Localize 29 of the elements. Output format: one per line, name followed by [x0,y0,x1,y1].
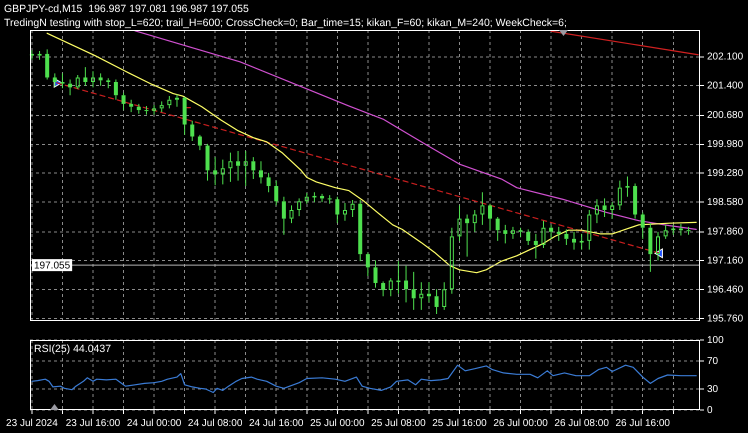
y-tick-label: 197.860 [707,226,744,238]
y-tick-label: 197.160 [707,255,744,266]
chart-title: GBPJPY-cd,M15 196.987 197.081 196.987 197.055 [4,3,249,15]
x-tick-label: 24 Jul 00:00 [126,418,182,429]
x-tick-label: 24 Jul 08:00 [188,418,243,429]
y-tick-label: 198.580 [707,196,744,208]
x-tick-label: 24 Jul 16:00 [248,418,304,429]
y-tick-label: 199.980 [707,139,744,150]
ref-line-label: 197.055 [34,260,71,272]
x-tick-label: 26 Jul 16:00 [615,418,670,429]
x-tick-label: 23 Jul 16:00 [66,418,121,429]
y-tick-label: 201.400 [707,80,744,92]
y-tick-label: 199.280 [707,168,744,179]
x-tick-label: 25 Jul 08:00 [371,418,426,429]
x-tick-label: 25 Jul 16:00 [432,418,488,429]
x-tick-label: 25 Jul 00:00 [310,418,365,429]
y-tick-label: 30 [707,384,719,395]
chart-title: RSI(25) 44.0437 [34,343,112,355]
y-tick-label: 195.760 [707,313,744,324]
x-tick-label: 23 Jul 2024 [6,418,58,429]
y-tick-label: 0 [707,404,713,416]
y-tick-label: 200.680 [707,110,744,122]
y-tick-label: 202.100 [707,52,744,63]
chart-subtitle: TredingN testing with stop_L=620; trail_H=600; CrossCheck=0; Bar_time=15; kikan_F=60; kikan_M=240; WeekCheck=6; [4,17,567,29]
x-tick-label: 26 Jul 00:00 [493,418,548,429]
x-tick-label: 26 Jul 08:00 [554,418,610,429]
y-tick-label: 100 [707,334,724,346]
y-tick-label: 196.460 [707,284,744,296]
y-tick-label: 70 [707,356,719,367]
